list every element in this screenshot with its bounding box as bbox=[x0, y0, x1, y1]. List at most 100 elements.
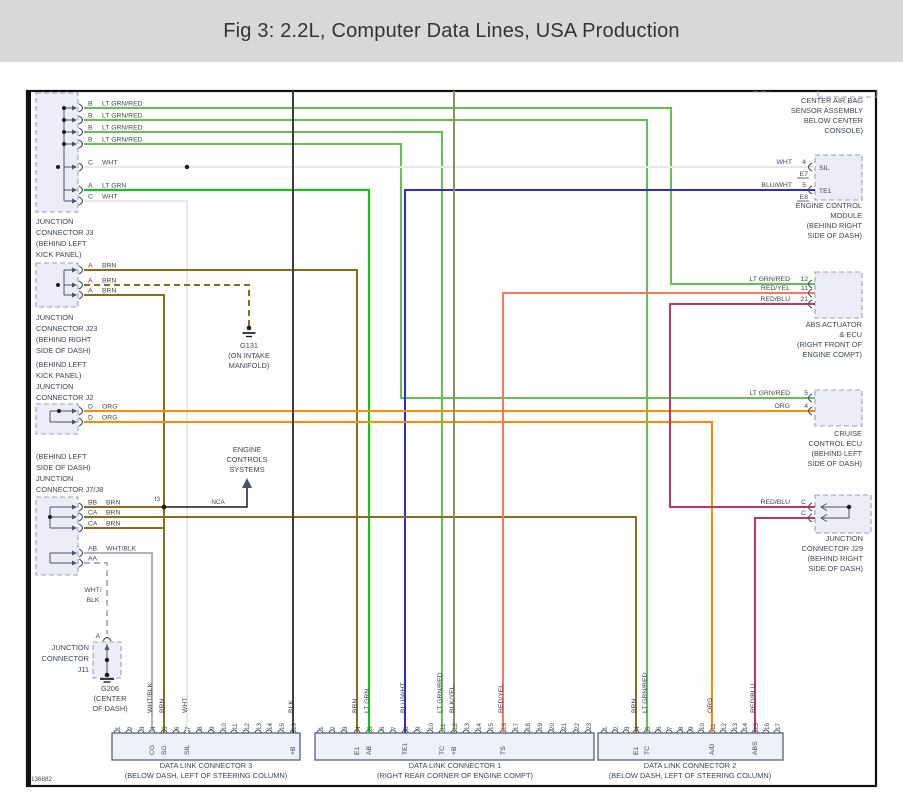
pin-number: 10 bbox=[699, 722, 706, 730]
component-label: BELOW CENTER bbox=[804, 116, 863, 125]
component-label: (BEHIND LEFT bbox=[36, 452, 87, 461]
ground-label: (CENTER bbox=[94, 694, 127, 703]
pin-number: 4 bbox=[804, 403, 808, 410]
diagram-frame bbox=[25, 89, 878, 788]
pin-number: 14 bbox=[476, 722, 483, 730]
wires-red-blu bbox=[669, 303, 815, 733]
pin-number: 16 bbox=[291, 722, 298, 730]
component-label: JUNCTION bbox=[36, 474, 73, 483]
abs-labels: LT GRN/RED 12 RED/YEL 11 RED/BLU 21 ABS … bbox=[749, 276, 862, 359]
wire-color-label: BRN bbox=[631, 699, 638, 713]
wire-color-label: BRN bbox=[102, 288, 116, 295]
pin-letter: D bbox=[88, 415, 93, 422]
pin-number: 13 bbox=[464, 722, 471, 730]
wires-wht bbox=[84, 166, 815, 733]
j11-arrow bbox=[104, 644, 110, 650]
wire-lt-grn-red-dlc2-tc bbox=[84, 119, 648, 733]
component-label: CONNECTOR J3 bbox=[36, 228, 93, 237]
wire-color-label: LT GRN/RED bbox=[749, 276, 790, 283]
j3-dot bbox=[62, 130, 66, 134]
system-label: SYSTEMS bbox=[229, 465, 264, 474]
wire-color-label: BRN bbox=[159, 699, 166, 713]
signal-label: TC bbox=[439, 746, 446, 755]
data-link-connector-2-box bbox=[597, 732, 784, 761]
dlc1-texts: 1 2 3 4 5 6 7 8 9 10 11 12 13 14 15 16 1… bbox=[318, 672, 593, 780]
ground-label: MANIFOLD) bbox=[229, 361, 270, 370]
j3-pin-arcs bbox=[78, 103, 84, 206]
pin-number: 18 bbox=[525, 722, 532, 730]
pin-number: 6 bbox=[174, 726, 181, 730]
wire-color-label: ORG bbox=[102, 415, 117, 422]
component-label: CONNECTOR J7/J8 bbox=[36, 485, 103, 494]
component-label: JUNCTION bbox=[36, 313, 73, 322]
component-label: SIDE OF DASH) bbox=[36, 346, 91, 355]
component-label: ENGINE CONTROL bbox=[795, 201, 862, 210]
cruise-pin-arcs bbox=[807, 393, 813, 416]
component-label: (BEHIND RIGHT bbox=[807, 221, 863, 230]
signal-label: SG bbox=[161, 745, 168, 755]
pin-number: 3 bbox=[624, 726, 631, 730]
signal-label: E1 bbox=[354, 746, 361, 755]
pin-letter: AA bbox=[88, 556, 98, 563]
wire-brn-dlc1-e1 bbox=[84, 269, 358, 733]
j29-pin-arrows bbox=[820, 503, 828, 522]
wire-nca bbox=[164, 486, 248, 508]
connector-name: DATA LINK CONNECTOR 1 bbox=[409, 761, 501, 770]
connector-internals bbox=[48, 103, 852, 675]
component-label: ABS ACTUATOR bbox=[806, 320, 862, 329]
pin-number: 7 bbox=[391, 726, 398, 730]
component-label: (BEHIND LEFT bbox=[36, 239, 87, 248]
wire-color-label: BLK bbox=[87, 597, 100, 604]
component-label: CENTER AIR BAG bbox=[801, 96, 863, 105]
j7j8-dot bbox=[48, 515, 52, 519]
signal-label: E1 bbox=[633, 746, 640, 755]
pin-number: 16 bbox=[501, 722, 508, 730]
dlc3-texts: 1 2 3 4 5 6 7 8 9 10 11 12 13 14 15 16 W… bbox=[115, 682, 298, 780]
wire-color-label: WHT/BLK bbox=[106, 546, 137, 553]
wire-lt-grn-red-cruise bbox=[84, 143, 815, 399]
signal-label: +B bbox=[451, 746, 458, 755]
pin-number: 8 bbox=[197, 726, 204, 730]
j2-pin-arrows bbox=[72, 408, 77, 425]
wire-color-label: WHT/BLK bbox=[147, 682, 154, 713]
j3-dot bbox=[62, 142, 66, 146]
j23-pin-arrows bbox=[72, 267, 77, 298]
pin-letter: A bbox=[88, 183, 93, 190]
component-label: MODULE bbox=[830, 211, 862, 220]
data-link-connector-3-box bbox=[111, 732, 301, 761]
pin-number: 9 bbox=[209, 726, 216, 730]
pin-letter: C bbox=[801, 510, 806, 517]
pin-number: 14 bbox=[742, 722, 749, 730]
cruise-control-ecu-box bbox=[814, 389, 863, 427]
wire-color-label: LT GRN bbox=[102, 183, 126, 190]
pin-number: 10 bbox=[428, 722, 435, 730]
pin-number: 15 bbox=[488, 722, 495, 730]
ecm-labels: WHT 4 E7 SIL BLU/WHT 5 E8 TE1 ENGINE CON… bbox=[761, 159, 862, 240]
component-label: JUNCTION bbox=[36, 217, 73, 226]
junction-dots bbox=[161, 164, 190, 510]
wire-color-label: RED/YEL bbox=[761, 285, 790, 292]
wires-org bbox=[84, 410, 815, 733]
engine-control-module-box bbox=[814, 154, 863, 201]
wire-color-label: WHT bbox=[102, 160, 117, 167]
signal-label: CG bbox=[149, 745, 156, 755]
junction-connector-j7j8-box bbox=[35, 496, 79, 576]
pin-letter: C bbox=[88, 194, 93, 201]
pin-letter: B bbox=[88, 101, 93, 108]
pin-number: 1 bbox=[115, 726, 122, 730]
pin-number: 16 bbox=[764, 722, 771, 730]
title-bar: Fig 3: 2.2L, Computer Data Lines, USA Pr… bbox=[0, 0, 903, 62]
air-bag-sensor-box bbox=[753, 91, 878, 98]
pin-letter: B bbox=[88, 125, 93, 132]
wire-color-label: BLU/WHT bbox=[400, 682, 407, 713]
wiring-diagram: B LT GRN/RED B LT GRN/RED B LT GRN/RED B LT … bbox=[25, 89, 878, 788]
component-label: CONNECTOR J23 bbox=[36, 324, 97, 333]
signal-label: AB bbox=[366, 745, 373, 755]
wire-color-label: ORG bbox=[102, 404, 117, 411]
j3-dot bbox=[62, 106, 66, 110]
pin-number: 15 bbox=[279, 722, 286, 730]
g131-label: G131 (ON INTAKE MANIFOLD) bbox=[228, 341, 270, 370]
pin-number: 12 bbox=[244, 722, 251, 730]
pin-number: 12 bbox=[721, 722, 728, 730]
wire-wht-blk-cg bbox=[84, 552, 153, 733]
